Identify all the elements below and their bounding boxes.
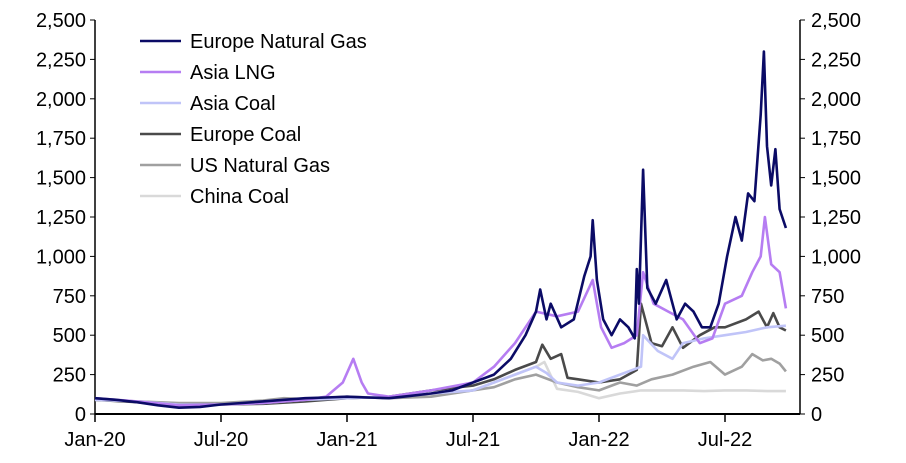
y-tick-label-right: 0 (811, 404, 822, 426)
y-tick-label-right: 1,250 (811, 207, 861, 229)
legend-label: China Coal (190, 186, 289, 208)
legend-label: Europe Natural Gas (190, 31, 367, 53)
x-tick-label: Jul-22 (698, 429, 752, 451)
series-line-china-coal (94, 360, 786, 406)
legend-label: Asia LNG (190, 62, 276, 84)
y-tick-label-left: 1,000 (36, 246, 86, 268)
series-line-asia-lng (94, 215, 788, 407)
y-tick-label-right: 750 (811, 286, 844, 308)
series-lines (94, 50, 788, 410)
y-tick-label-left: 0 (75, 404, 86, 426)
y-tick-label-left: 1,250 (36, 207, 86, 229)
axes: 0 0 250 250 500 500 750 750 1,000 1,000 1,250 1,250… (36, 10, 861, 451)
y-tick-label-right: 250 (811, 365, 844, 387)
y-tick-label-right: 1,000 (811, 246, 861, 268)
series-line-us-natural-gas (94, 352, 787, 405)
y-tick-label-right: 1,500 (811, 168, 861, 190)
y-tick-label-left: 250 (53, 365, 86, 387)
y-tick-label-right: 2,250 (811, 49, 861, 71)
y-tick-label-right: 2,000 (811, 89, 861, 111)
legend-label: Europe Coal (190, 124, 301, 146)
legend-label: Asia Coal (190, 93, 276, 115)
y-tick-label-left: 1,750 (36, 128, 86, 150)
y-tick-label-left: 2,250 (36, 49, 86, 71)
legend-label: US Natural Gas (190, 155, 330, 177)
x-tick-label: Jan-20 (64, 429, 125, 451)
series-line-europe-natural-gas (94, 50, 788, 410)
y-tick-label-left: 2,000 (36, 89, 86, 111)
x-tick-label: Jan-21 (316, 429, 377, 451)
y-tick-label-left: 500 (53, 325, 86, 347)
y-tick-label-right: 1,750 (811, 128, 861, 150)
legend: Europe Natural Gas Asia LNG Asia Coal Europ… (140, 31, 367, 208)
x-tick-label: Jan-22 (568, 429, 629, 451)
y-tick-label-left: 1,500 (36, 168, 86, 190)
y-tick-label-right: 2,500 (811, 10, 861, 32)
y-tick-label-left: 750 (53, 286, 86, 308)
x-tick-label: Jul-21 (446, 429, 500, 451)
x-tick-label: Jul-20 (194, 429, 248, 451)
y-tick-label-left: 2,500 (36, 10, 86, 32)
y-tick-label-right: 500 (811, 325, 844, 347)
